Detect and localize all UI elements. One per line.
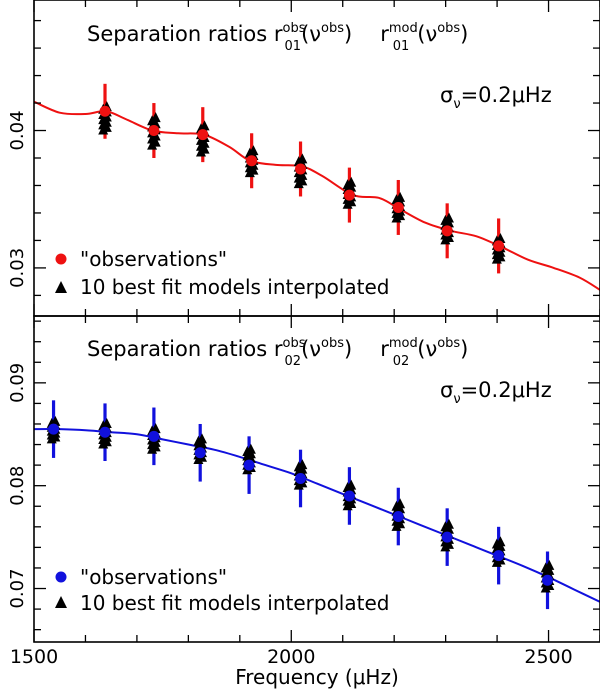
observation-point: [246, 155, 258, 167]
model-triangle: [196, 433, 207, 444]
observation-point: [392, 201, 404, 213]
model-triangle: [495, 536, 506, 547]
panel-r01-sigma-label: σν=0.2μHz: [440, 83, 552, 112]
legend-observations-label: "observations": [80, 247, 227, 271]
observation-point: [99, 426, 111, 438]
model-triangle: [150, 112, 161, 123]
observation-point: [392, 511, 404, 523]
panel-r01-title: Separation ratios robs 01(νobs) rmod 01(νob…: [87, 21, 468, 54]
x-tick-label: 1500: [10, 646, 58, 668]
panel-r02-legend: "observations" 10 best fit models interp…: [55, 565, 389, 615]
y-tick-label: 0.08: [7, 466, 28, 506]
legend-models-label: 10 best fit models interpolated: [80, 591, 389, 615]
model-triangle: [346, 479, 357, 490]
legend-models-label: 10 best fit models interpolated: [80, 275, 389, 299]
observation-point: [343, 189, 355, 201]
observation-point: [99, 105, 111, 117]
observation-point: [148, 430, 160, 442]
observation-point: [148, 125, 160, 137]
panel-r02-frame: [33, 315, 600, 643]
y-tick-label: 0.07: [7, 568, 28, 608]
y-tick-label: 0.03: [7, 248, 28, 288]
observation-point: [542, 574, 554, 586]
model-triangle: [101, 417, 112, 428]
model-triangle: [443, 518, 454, 529]
legend-models-marker: [55, 596, 67, 608]
model-triangle: [245, 443, 256, 454]
model-triangle: [199, 120, 210, 131]
legend-models-marker: [55, 281, 67, 293]
observation-point: [493, 550, 505, 562]
observation-point: [243, 459, 255, 471]
model-triangle: [297, 459, 308, 470]
x-tick-label: 2000: [267, 646, 315, 668]
observation-point: [194, 447, 206, 459]
model-triangle: [297, 153, 308, 164]
y-tick-label: 0.09: [7, 363, 28, 403]
panel-r02: 0.07 0.08 0.09 Separation ratios robs 02(νo…: [7, 315, 600, 643]
observation-point: [493, 240, 505, 252]
model-triangle: [443, 212, 454, 223]
y-tick-label: 0.04: [7, 110, 28, 150]
legend-observations-marker: [55, 253, 67, 265]
panel-r01: 0.03 0.04 Separation ratios robs 01(νobs) r…: [7, 0, 600, 317]
panel-r01-model-curve: [34, 100, 600, 291]
observation-point: [48, 423, 60, 435]
model-triangle: [150, 423, 161, 434]
observation-point: [197, 129, 209, 141]
x-axis-label: Frequency (μHz): [235, 665, 399, 689]
model-triangle: [346, 176, 357, 187]
model-triangle: [544, 559, 555, 570]
panel-r01-legend: "observations" 10 best fit models interp…: [55, 247, 389, 299]
observation-point: [441, 531, 453, 543]
model-triangle: [50, 415, 61, 426]
observation-point: [343, 490, 355, 502]
legend-observations-label: "observations": [80, 565, 227, 589]
model-triangle: [395, 498, 406, 509]
observation-point: [295, 163, 307, 175]
observation-point: [295, 472, 307, 484]
legend-observations-marker: [55, 571, 67, 583]
x-tick-labels: 1500 2000 2500: [10, 646, 573, 668]
x-tick-label: 2500: [524, 646, 572, 668]
panel-r02-sigma-label: σν=0.2μHz: [440, 378, 552, 407]
model-triangle: [395, 191, 406, 202]
observation-point: [441, 225, 453, 237]
model-triangle: [248, 145, 259, 156]
panel-r02-title: Separation ratios robs 02(νobs) rmod 02(νob…: [87, 336, 468, 369]
